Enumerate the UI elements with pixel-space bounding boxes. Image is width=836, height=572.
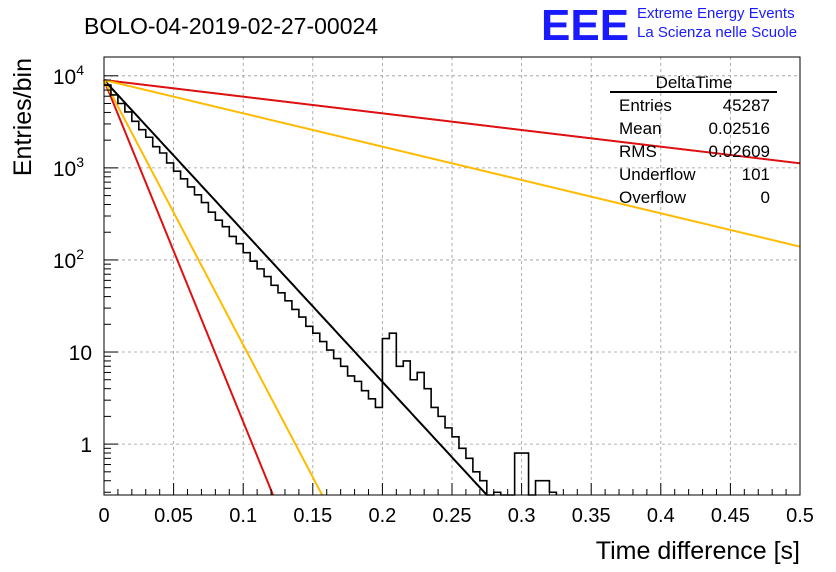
stats-row-label: Underflow — [619, 165, 696, 184]
logo-line-1: Extreme Energy Events — [637, 5, 795, 22]
y-axis-label: Entries/bin — [9, 58, 37, 176]
fit-curve — [103, 79, 274, 496]
fit-curve — [103, 79, 324, 496]
y-tick-label: 1 — [80, 434, 92, 457]
stats-box-title: DeltaTime — [656, 73, 733, 92]
stats-row-rms: RMS 0.02609 — [619, 142, 770, 161]
y-tick-label: 103 — [53, 154, 84, 181]
y-tick-label: 10 — [69, 342, 92, 365]
y-tick-label: 104 — [53, 62, 84, 89]
x-tick-label: 0.4 — [647, 505, 675, 527]
histogram — [104, 84, 558, 496]
y-axis: 1 10 102 103 104 — [53, 62, 118, 493]
stats-row-entries: Entries 45287 — [619, 96, 770, 115]
x-tick-label: 0.1 — [229, 505, 257, 527]
x-tick-label: 0.25 — [433, 505, 472, 527]
stats-row-value: 0.02516 — [709, 119, 770, 138]
fit-curve — [103, 79, 801, 248]
y-tick-label: 102 — [53, 246, 84, 273]
x-tick-label: 0.05 — [154, 505, 193, 527]
stats-row-underflow: Underflow 101 — [619, 165, 770, 184]
x-axis: 0 0.05 0.1 0.15 0.2 0.25 0.3 0.35 0.4 0.45 0.5 — [98, 483, 814, 527]
x-tick-label: 0.3 — [508, 505, 536, 527]
x-tick-label: 0.2 — [368, 505, 396, 527]
x-axis-label: Time difference [s] — [596, 537, 800, 565]
grid — [104, 57, 800, 495]
stats-row-value: 101 — [742, 165, 770, 184]
stats-row-label: Entries — [619, 96, 672, 115]
stats-box: DeltaTime Entries 45287 Mean 0.02516 RMS… — [610, 73, 777, 207]
stats-row-label: RMS — [619, 142, 657, 161]
stats-row-label: Overflow — [619, 188, 687, 207]
fit-curve — [103, 79, 801, 165]
stats-row-mean: Mean 0.02516 — [619, 119, 770, 138]
x-tick-label: 0.45 — [711, 505, 750, 527]
x-tick-label: 0 — [98, 505, 109, 527]
eee-logo-text: EEE — [541, 1, 629, 50]
logo-line-2: La Scienza nelle Scuole — [637, 24, 797, 41]
stats-row-value: 0.02609 — [709, 142, 770, 161]
x-tick-label: 0.15 — [293, 505, 332, 527]
histogram-outline — [104, 84, 558, 496]
fit-curve — [103, 79, 488, 496]
stats-row-value: 45287 — [723, 96, 770, 115]
fit-curves — [103, 79, 801, 496]
stats-row-value: 0 — [761, 188, 770, 207]
eee-logo: EEE Extreme Energy Events La Scienza nel… — [541, 1, 797, 50]
chart-title: BOLO-04-2019-02-27-00024 — [84, 13, 378, 39]
x-tick-label: 0.35 — [572, 505, 611, 527]
stats-row-overflow: Overflow 0 — [619, 188, 770, 207]
x-tick-label: 0.5 — [786, 505, 814, 527]
stats-row-label: Mean — [619, 119, 662, 138]
